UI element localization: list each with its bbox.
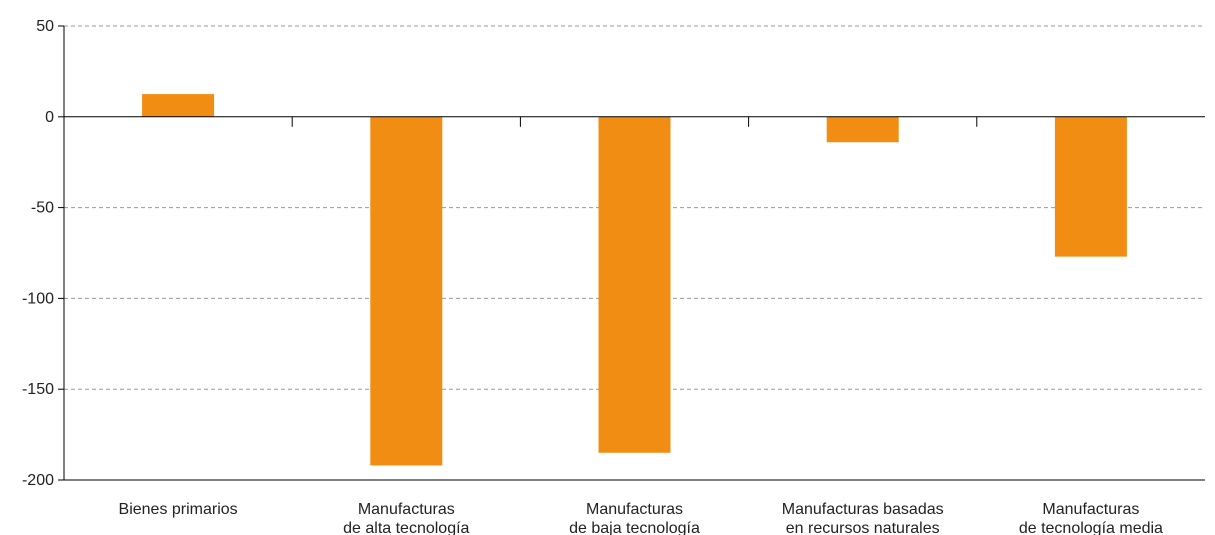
x-category-label-line: Bienes primarios [119, 501, 238, 518]
axes [63, 26, 1205, 481]
x-category-label-4: Manufacturas de tecnología media [1019, 501, 1163, 535]
bar-2 [598, 116, 671, 453]
labels: 50 0 -50 -100 -150 -200 Bienes primarios Manufa… [22, 18, 1163, 535]
x-category-label-line: de tecnología media [1019, 520, 1163, 535]
bars [142, 94, 1127, 466]
bar-3 [826, 116, 899, 143]
x-category-label-line: en recursos naturales [786, 520, 940, 535]
y-tick-label--150: -150 [22, 381, 54, 398]
x-category-label-line: Manufacturas [358, 501, 455, 518]
x-category-label-1: Manufacturas de alta tecnología [343, 501, 469, 535]
x-category-label-line: de baja tecnología [569, 520, 700, 535]
bar-4 [1054, 116, 1127, 257]
x-category-label-3: Manufacturas basadas en recursos naturale… [782, 501, 944, 535]
x-category-label-line: Manufacturas [586, 501, 683, 518]
y-tick-label--50: -50 [31, 200, 54, 217]
x-category-label-line: de alta tecnología [343, 520, 469, 535]
x-category-label-0: Bienes primarios [119, 501, 238, 518]
bar-0 [142, 94, 215, 117]
y-tick-label--100: -100 [22, 290, 54, 307]
bar-1 [370, 116, 443, 466]
x-category-label-2: Manufacturas de baja tecnología [569, 501, 700, 535]
x-category-label-line: Manufacturas [1042, 501, 1139, 518]
x-category-label-line: Manufacturas basadas [782, 501, 944, 518]
y-tick-label-0: 0 [45, 109, 54, 126]
y-tick-label--200: -200 [22, 472, 54, 489]
y-tick-label-50: 50 [36, 18, 54, 35]
